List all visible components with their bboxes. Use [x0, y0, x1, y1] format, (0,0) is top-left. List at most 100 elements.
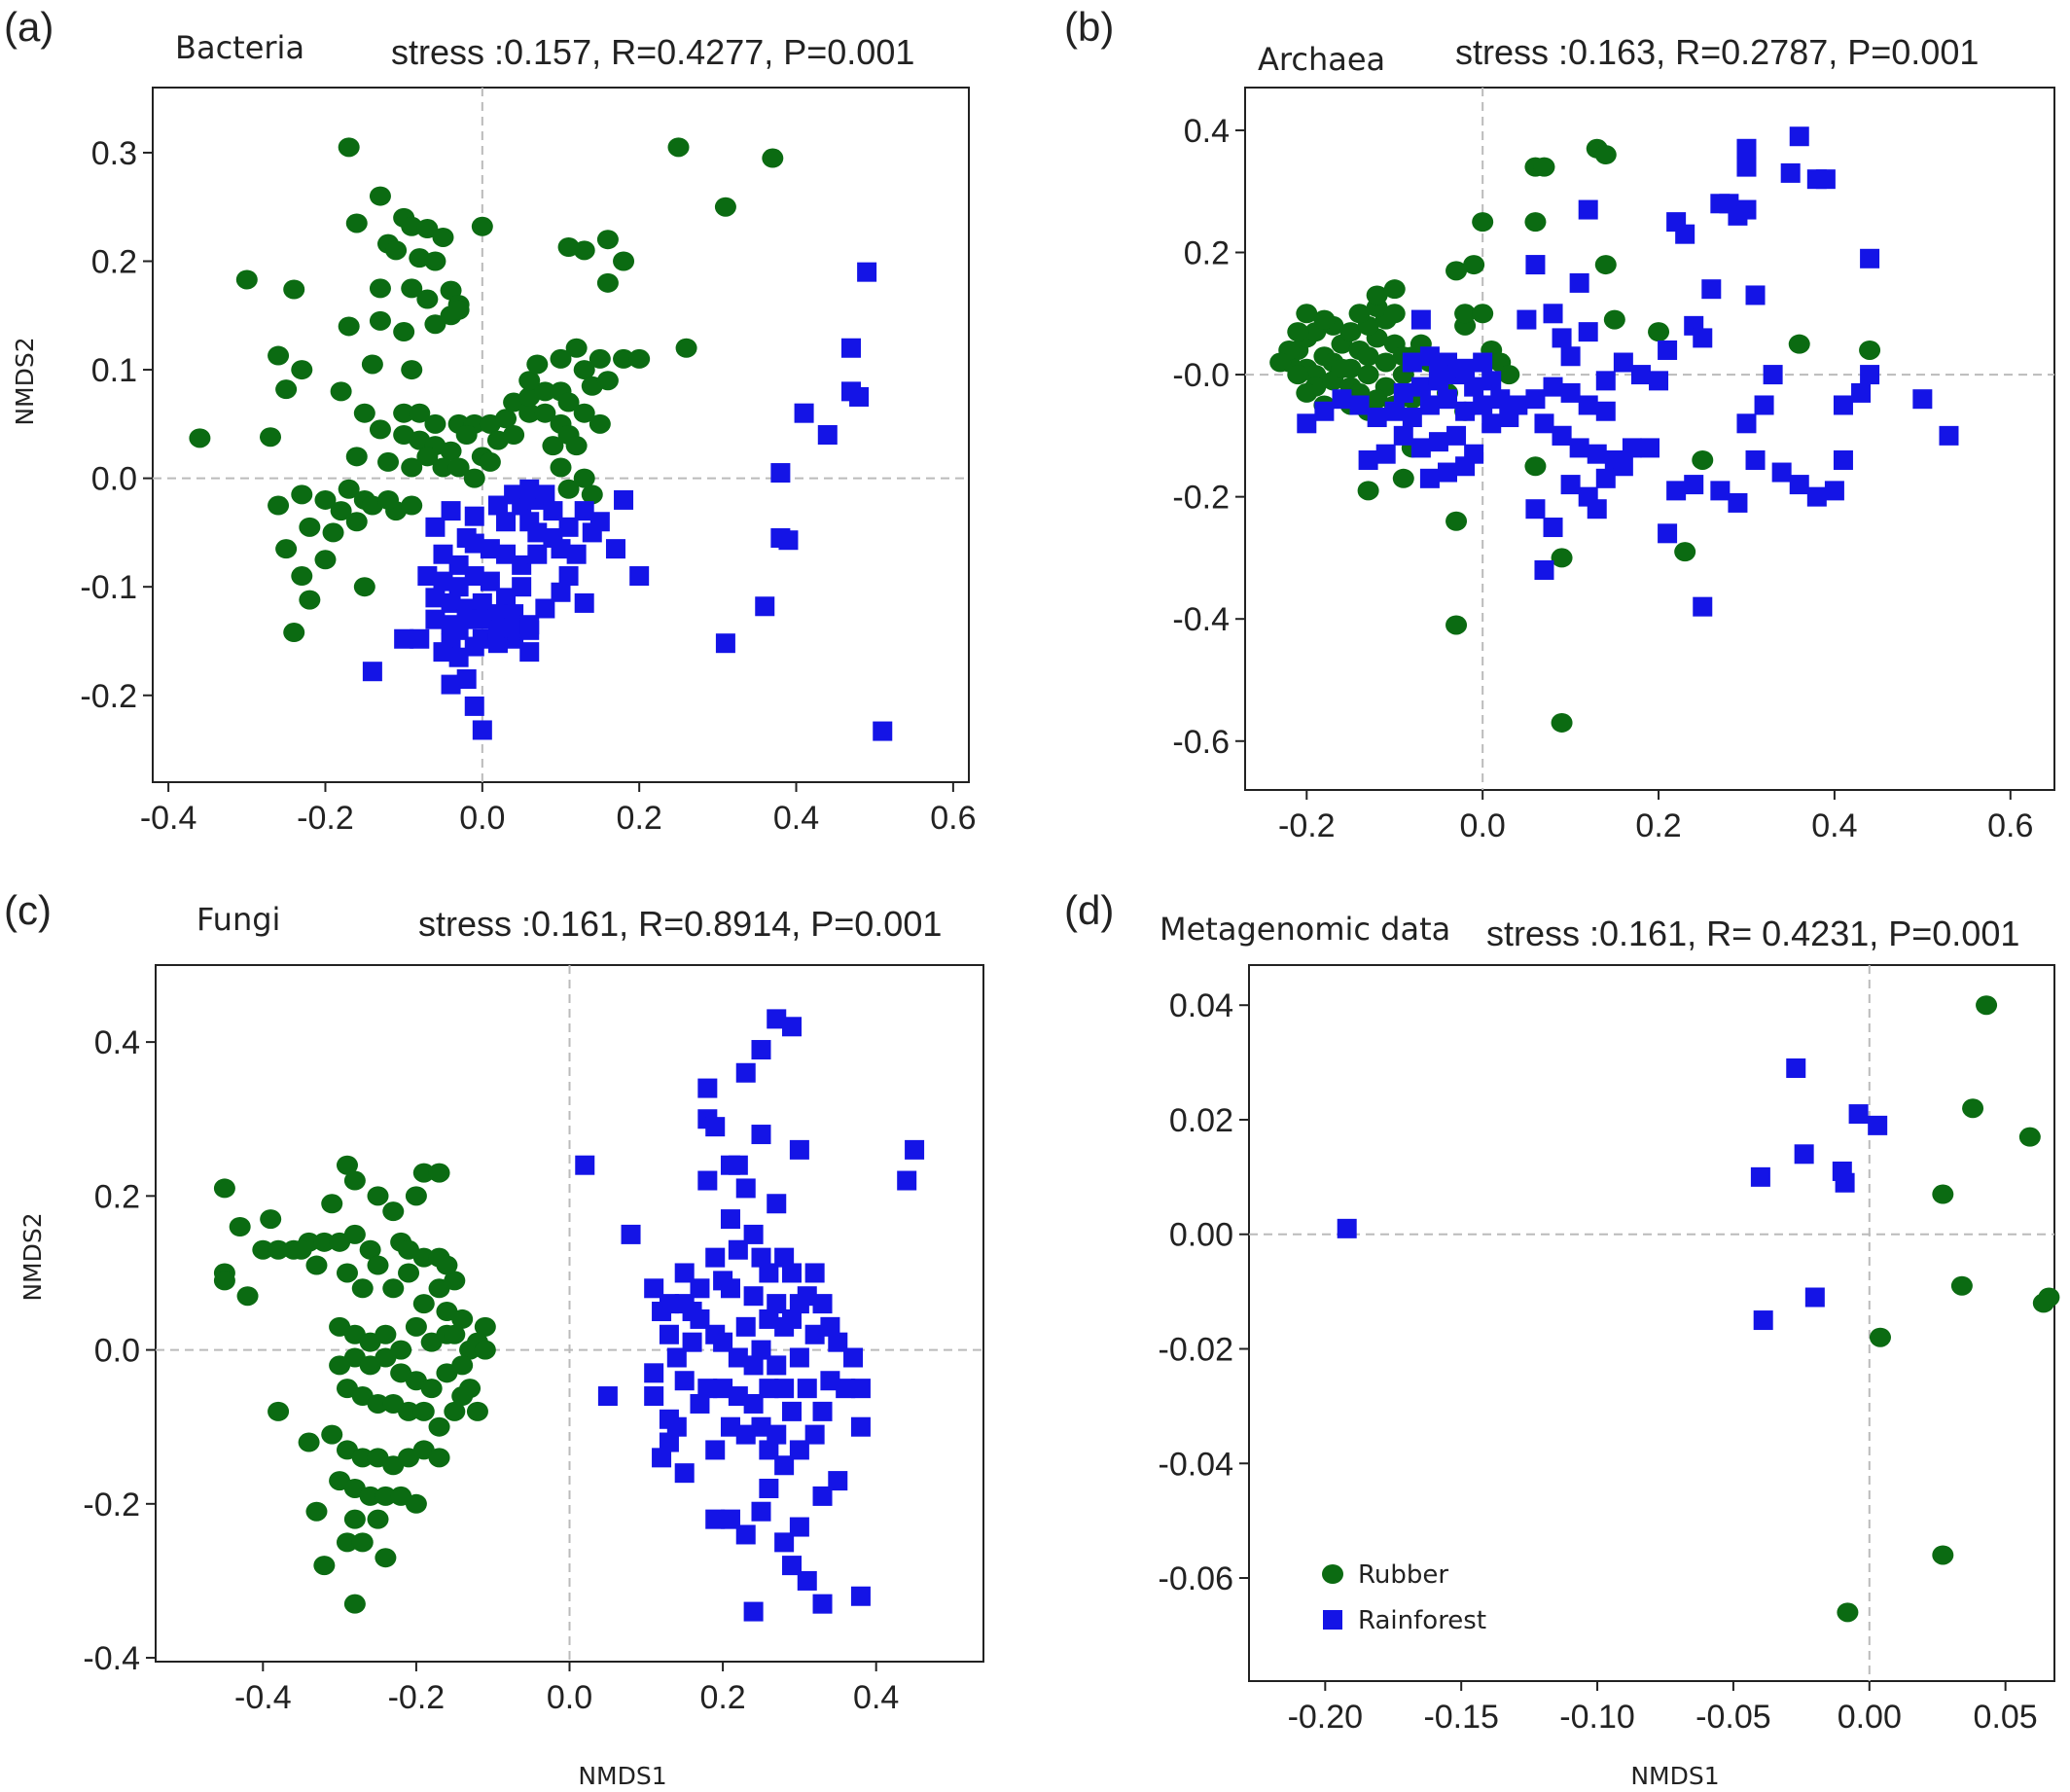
- rainforest-point: [644, 1386, 664, 1407]
- x-tick-label: -0.15: [1423, 1699, 1499, 1736]
- rainforest-point: [1402, 408, 1422, 428]
- rubber-point: [1533, 157, 1555, 177]
- y-tick-label: 0.0: [91, 461, 137, 498]
- rubber-point: [1932, 1545, 1954, 1565]
- rubber-point: [518, 371, 541, 391]
- rainforest-point: [1630, 365, 1651, 385]
- x-tick-label: 0.0: [547, 1679, 592, 1716]
- rubber-point: [1692, 449, 1714, 470]
- panel-name: Bacteria: [175, 29, 304, 66]
- x-tick-label: -0.2: [1278, 807, 1336, 844]
- x-tick-label: -0.4: [140, 800, 197, 837]
- rubber-point: [313, 1556, 336, 1576]
- rubber-point: [1331, 358, 1353, 378]
- rubber-point: [359, 1486, 381, 1506]
- rainforest-point: [1789, 475, 1809, 495]
- rainforest-point: [1658, 523, 1678, 544]
- rainforest-point: [558, 566, 579, 587]
- rubber-point: [343, 1170, 366, 1191]
- rubber-point: [260, 1209, 282, 1230]
- rainforest-point: [1490, 389, 1511, 410]
- rainforest-point: [1569, 438, 1589, 458]
- rainforest-point: [1771, 462, 1792, 483]
- panel-stats: stress :0.161, R=0.8914, P=0.001: [418, 904, 942, 944]
- rainforest-point: [728, 1347, 748, 1368]
- x-tick-label: 0.0: [459, 800, 505, 837]
- rainforest-point: [797, 1570, 817, 1591]
- panel-name: Archaea: [1258, 41, 1385, 78]
- rubber-point: [336, 1263, 358, 1283]
- rainforest-point: [751, 1247, 771, 1268]
- rubber-point: [382, 1278, 405, 1299]
- rubber-point: [401, 495, 423, 516]
- rainforest-point: [472, 720, 492, 740]
- rubber-point: [1976, 995, 1998, 1016]
- rubber-point: [1445, 615, 1468, 635]
- rubber-point: [305, 1501, 328, 1522]
- rainforest-point: [1473, 352, 1493, 373]
- rainforest-point: [751, 1040, 771, 1060]
- rainforest-point: [804, 1263, 825, 1283]
- rainforest-point: [1560, 382, 1581, 403]
- y-tick-label: -0.4: [1172, 601, 1230, 638]
- rainforest-point: [774, 1379, 795, 1399]
- rubber-point: [405, 1493, 427, 1514]
- rubber-point: [299, 517, 321, 537]
- rubber-point: [1357, 481, 1379, 501]
- rubber-point: [1269, 352, 1292, 373]
- rubber-point: [398, 1401, 420, 1421]
- rubber-point: [409, 403, 431, 423]
- rainforest-point: [720, 1278, 740, 1299]
- rubber-point: [474, 1316, 496, 1337]
- legend-rainforest-label: Rainforest: [1358, 1606, 1486, 1635]
- panel-letter: (b): [1064, 4, 1114, 50]
- rubber-point: [596, 371, 619, 391]
- rainforest-point: [713, 1332, 733, 1352]
- rainforest-point: [1806, 486, 1827, 507]
- y-tick-label: -0.04: [1159, 1446, 1234, 1483]
- rainforest-point: [1552, 425, 1572, 446]
- rubber-point: [416, 289, 439, 309]
- rainforest-point: [817, 425, 838, 445]
- rainforest-point: [1789, 126, 1809, 147]
- rainforest-point: [743, 1601, 764, 1622]
- rainforest-point: [782, 1017, 803, 1037]
- rubber-point: [412, 1401, 435, 1421]
- rainforest-point: [789, 1517, 809, 1537]
- rubber-point: [260, 427, 282, 448]
- rainforest-point: [1736, 199, 1757, 220]
- rubber-point: [463, 468, 485, 488]
- panel-stats: stress :0.157, R=0.4277, P=0.001: [391, 32, 914, 72]
- rainforest-point: [751, 1501, 771, 1522]
- rubber-point: [268, 495, 290, 516]
- rainforest-point: [1693, 596, 1713, 617]
- rainforest-point: [850, 1416, 871, 1437]
- rubber-point: [428, 1163, 450, 1183]
- rainforest-point: [1939, 425, 1959, 446]
- rubber-point: [401, 360, 423, 380]
- rubber-point: [424, 251, 446, 271]
- rainforest-point: [1851, 382, 1872, 403]
- rubber-point: [351, 1278, 374, 1299]
- rubber-point: [345, 447, 368, 467]
- rubber-point: [229, 1216, 251, 1236]
- rainforest-point: [1587, 444, 1607, 464]
- rainforest-point: [1455, 456, 1476, 477]
- y-axis-label: NMDS2: [18, 1212, 47, 1301]
- rubber-point: [428, 1448, 450, 1468]
- rubber-point: [1603, 309, 1625, 330]
- rainforest-point: [743, 1355, 764, 1376]
- rubber-point: [268, 345, 290, 366]
- rubber-point: [1445, 511, 1468, 531]
- rubber-point: [336, 1532, 358, 1553]
- x-tick-label: -0.4: [234, 1679, 292, 1716]
- y-tick-label: 0.4: [1184, 113, 1230, 150]
- rainforest-point: [1786, 1057, 1806, 1078]
- y-tick-label: 0.2: [1184, 235, 1230, 272]
- rainforest-point: [1543, 518, 1563, 538]
- rubber-point: [1859, 340, 1881, 360]
- rainforest-point: [504, 618, 524, 638]
- rainforest-point: [1337, 1218, 1357, 1238]
- rubber-point: [428, 1416, 450, 1437]
- rainforest-point: [417, 566, 438, 587]
